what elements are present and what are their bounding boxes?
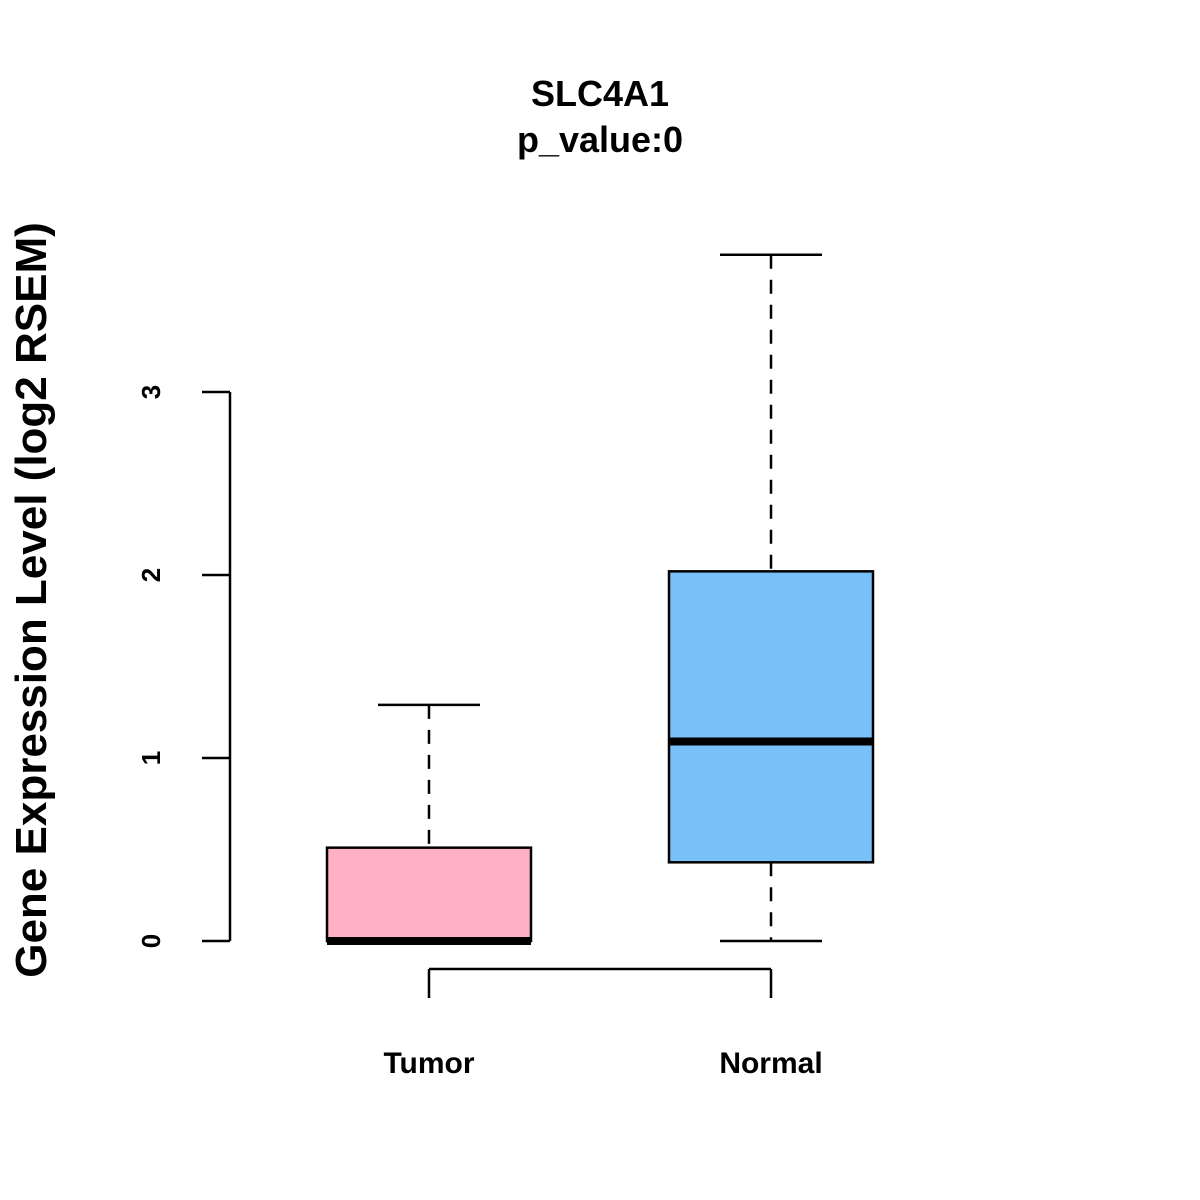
y-axis-label: Gene Expression Level (log2 RSEM) <box>7 222 56 978</box>
x-axis: Tumor Normal <box>383 967 823 1080</box>
box-group <box>325 253 875 945</box>
y-tick-label: 3 <box>136 385 166 399</box>
chart-subtitle: p_value:0 <box>517 119 683 160</box>
y-tick-label: 0 <box>136 934 166 948</box>
box-iqr <box>667 570 875 864</box>
box-iqr <box>325 846 533 943</box>
y-axis: 0 1 2 3 <box>136 385 232 948</box>
box-tumor <box>325 703 533 945</box>
x-tick-label-normal: Normal <box>719 1047 822 1080</box>
chart-title: SLC4A1 <box>531 73 669 114</box>
y-tick-label: 2 <box>136 568 166 582</box>
x-tick-label-tumor: Tumor <box>383 1047 474 1080</box>
box-normal <box>667 253 875 943</box>
y-tick-label: 1 <box>136 751 166 765</box>
